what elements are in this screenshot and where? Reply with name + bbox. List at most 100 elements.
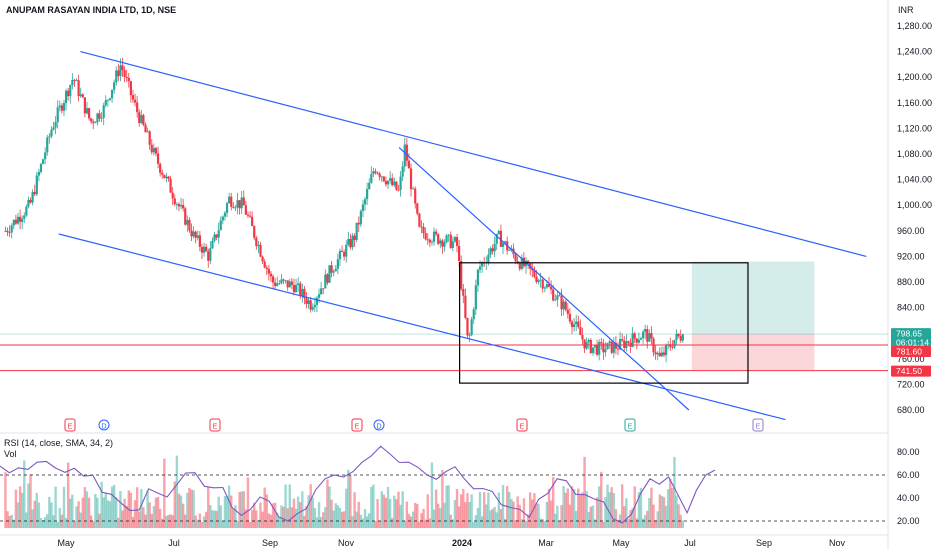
volume-bar <box>616 519 620 528</box>
volume-bar <box>200 521 204 528</box>
volume-bar <box>27 483 30 528</box>
candle-body <box>455 237 459 247</box>
event-marker[interactable]: E <box>752 418 764 432</box>
volume-bar <box>133 500 137 528</box>
volume-bar <box>474 515 478 528</box>
volume-bar <box>487 492 490 528</box>
candle-body <box>251 216 254 227</box>
candle-body <box>654 352 657 355</box>
volume-bar <box>551 477 555 528</box>
candle-body <box>577 321 580 328</box>
price-tick-label: 1,160.00 <box>897 98 932 108</box>
candle-body <box>186 219 189 225</box>
candle-body <box>650 333 653 339</box>
price-tick-label: 880.00 <box>897 277 925 287</box>
candle-body <box>541 279 544 289</box>
candle-body <box>552 289 555 301</box>
event-marker[interactable]: E <box>209 418 221 432</box>
candle-body <box>504 241 507 243</box>
candle-body <box>154 148 158 154</box>
candle-body <box>549 286 553 290</box>
candle-body <box>478 266 482 270</box>
volume-bar <box>365 516 369 528</box>
volume-bar <box>280 505 283 528</box>
volume-bar <box>612 493 616 528</box>
volume-bar <box>430 462 434 528</box>
volume-bar <box>338 507 342 528</box>
candle-body <box>29 199 32 203</box>
volume-bar <box>510 499 513 528</box>
volume-bar <box>620 484 624 528</box>
candle-body <box>384 181 388 185</box>
candle-body <box>106 99 109 101</box>
volume-bar <box>342 511 346 528</box>
volume-bar <box>384 497 388 528</box>
volume-bar <box>591 505 595 528</box>
volume-bar <box>77 501 80 528</box>
drawings[interactable] <box>0 51 888 421</box>
candle-body <box>292 284 296 293</box>
volume-bar <box>441 470 444 528</box>
volume-bar <box>29 474 32 528</box>
event-marker[interactable]: E <box>351 418 363 432</box>
volume-bar <box>79 512 82 528</box>
candle-body <box>631 333 634 347</box>
candle-body <box>69 85 72 97</box>
range-box <box>459 262 749 384</box>
event-marker[interactable]: D <box>98 419 110 431</box>
candle-body <box>12 219 15 226</box>
volume-bar <box>125 505 128 528</box>
candle-body <box>200 246 204 253</box>
candle-body <box>604 349 607 353</box>
currency-label[interactable]: INR <box>898 5 914 15</box>
volume-bar <box>273 502 277 528</box>
candle-body <box>56 107 59 123</box>
candle-body <box>595 345 599 355</box>
volume-bar <box>20 492 24 528</box>
candle-body <box>115 70 118 83</box>
candle-body <box>108 98 112 100</box>
candle-body <box>644 329 647 332</box>
candle-body <box>328 265 331 283</box>
volume-bar <box>363 508 367 528</box>
candle-body <box>560 295 563 310</box>
candle-body <box>374 171 377 173</box>
event-marker[interactable]: E <box>516 418 528 432</box>
symbol-title[interactable]: ANUPAM RASAYAN INDIA LTD, 1D, NSE <box>6 5 176 15</box>
volume-bar <box>211 510 214 528</box>
volume-bar <box>175 455 179 528</box>
candle-body <box>656 352 659 355</box>
price-badge-label: 781.60 <box>896 346 922 356</box>
event-marker[interactable]: E <box>64 418 76 432</box>
volume-bar <box>173 481 176 528</box>
volume-bar <box>347 469 350 528</box>
volume-bar <box>577 488 580 528</box>
volume-bar <box>428 518 432 528</box>
volume-bar <box>681 520 685 528</box>
volume-bar <box>662 497 666 528</box>
volume-bar <box>299 502 302 528</box>
event-marker[interactable]: D <box>373 419 385 431</box>
volume-bar <box>62 486 66 528</box>
candle-body <box>476 269 480 286</box>
volume-bar <box>610 487 613 528</box>
candle-body <box>641 331 645 339</box>
candle-body <box>445 235 448 243</box>
volume-bar <box>232 508 235 528</box>
volume-bar <box>56 521 59 528</box>
event-marker[interactable]: E <box>624 418 636 432</box>
volume-label[interactable]: Vol <box>4 449 17 459</box>
volume-bar <box>673 457 676 528</box>
rsi-tick-label: 60.00 <box>897 470 920 480</box>
volume-bar <box>184 514 187 528</box>
volume-bar <box>106 500 110 528</box>
candle-body <box>380 176 383 178</box>
volume-bar <box>399 504 402 528</box>
candle-body <box>102 105 105 118</box>
rsi-label[interactable]: RSI (14, close, SMA, 34, 2) <box>4 438 113 448</box>
volume-bar <box>388 498 392 528</box>
volume-bar <box>508 491 511 528</box>
volume-bar <box>253 502 256 528</box>
